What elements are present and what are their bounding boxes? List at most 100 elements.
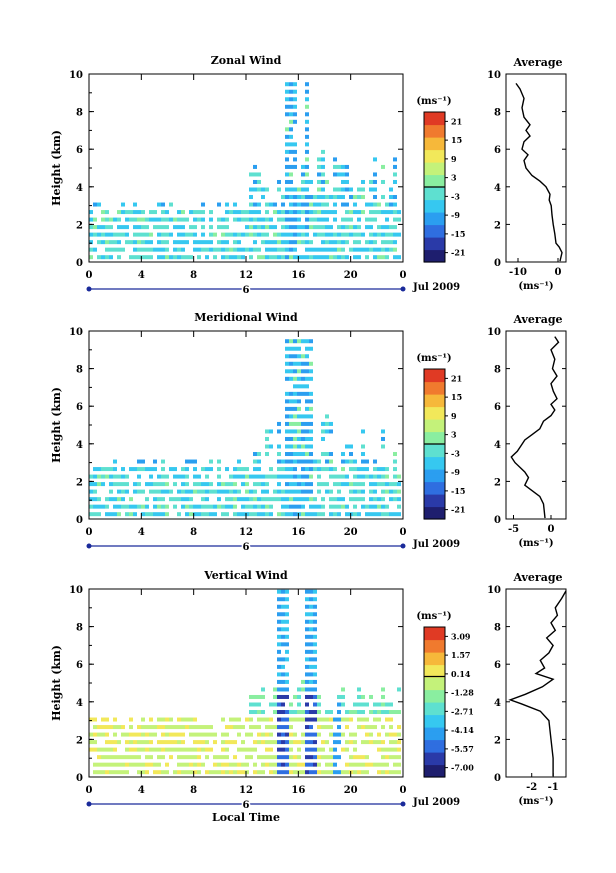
heatmap-cell: [305, 452, 309, 457]
y-tick-label: 2: [76, 220, 83, 231]
heatmap-cell: [277, 452, 281, 457]
heatmap-cell: [241, 217, 245, 222]
heatmap-cell: [277, 604, 281, 609]
heatmap-cell: [197, 512, 201, 517]
profile-y-tick-label: 6: [494, 660, 501, 671]
heatmap-cell: [357, 482, 361, 487]
colorbar-unit: (ms⁻¹): [416, 611, 451, 622]
colorbar-segment: [424, 456, 445, 462]
heatmap-cell: [293, 740, 297, 745]
heatmap-cell: [189, 489, 193, 494]
heatmap-cell: [113, 232, 117, 237]
heatmap-cell: [317, 247, 321, 252]
heatmap-cell: [189, 717, 193, 722]
heatmap-cell: [313, 210, 317, 215]
heatmap-cell: [385, 225, 389, 230]
heatmap-cell: [113, 740, 117, 745]
heatmap-cell: [313, 589, 317, 594]
heatmap-cell: [145, 747, 149, 752]
heatmap-cell: [229, 740, 233, 745]
heatmap-cell: [273, 687, 277, 692]
colorbar-tick-label: -15: [451, 229, 465, 239]
heatmap-cell: [197, 210, 201, 215]
heatmap-cell: [309, 399, 313, 404]
heatmap-cell: [269, 247, 273, 252]
heatmap-cell: [337, 755, 341, 760]
heatmap-cell: [361, 467, 365, 472]
heatmap-cell: [233, 232, 237, 237]
heatmap-cell: [221, 747, 225, 752]
heatmap-cell: [269, 755, 273, 760]
heatmap-cell: [373, 474, 377, 479]
heatmap-cell: [193, 459, 197, 464]
heatmap-cell: [389, 195, 393, 200]
heatmap-cell: [225, 467, 229, 472]
heatmap-cell: [309, 755, 313, 760]
heatmap-cell: [281, 694, 285, 699]
heatmap-cell: [353, 732, 357, 737]
heatmap-cell: [193, 247, 197, 252]
heatmap-cell: [313, 217, 317, 222]
heatmap-cell: [357, 725, 361, 730]
heatmap-cell: [173, 247, 177, 252]
heatmap-cell: [277, 619, 281, 624]
heatmap-cell: [241, 255, 245, 260]
heatmap-cell: [169, 740, 173, 745]
heatmap-cell: [313, 504, 317, 509]
colorbar-segment: [424, 627, 445, 632]
heatmap-cell: [269, 732, 273, 737]
heatmap-cell: [345, 740, 349, 745]
heatmap-cell: [237, 497, 241, 502]
heatmap-cell: [293, 467, 297, 472]
heatmap-cell: [129, 755, 133, 760]
heatmap-cell: [97, 497, 101, 502]
heatmap-cell: [185, 725, 189, 730]
heatmap-cell: [97, 202, 101, 207]
heatmap-cell: [185, 255, 189, 260]
heatmap-cell: [125, 217, 129, 222]
heatmap-cell: [353, 247, 357, 252]
heatmap-cell: [145, 247, 149, 252]
heatmap-cell: [189, 747, 193, 752]
heatmap-cell: [309, 467, 313, 472]
heatmap-cell: [281, 217, 285, 222]
heatmap-cell: [285, 225, 289, 230]
heatmap-cell: [333, 747, 337, 752]
heatmap-cell: [373, 217, 377, 222]
heatmap-cell: [345, 717, 349, 722]
heatmap-cell: [389, 232, 393, 237]
heatmap-cell: [301, 361, 305, 366]
heatmap-cell: [289, 762, 293, 767]
heatmap-cell: [285, 755, 289, 760]
colorbar-segment: [424, 212, 445, 217]
heatmap-cell: [349, 459, 353, 464]
heatmap-cell: [397, 512, 401, 517]
heatmap-cell: [313, 202, 317, 207]
heatmap-cell: [233, 482, 237, 487]
heatmap-cell: [345, 474, 349, 479]
heatmap-cell: [333, 187, 337, 192]
heatmap-cell: [305, 127, 309, 132]
heatmap-cell: [285, 710, 289, 715]
heatmap-cell: [105, 762, 109, 767]
heatmap-cell: [253, 232, 257, 237]
heatmap-cell: [245, 747, 249, 752]
heatmap-cell: [301, 172, 305, 177]
heatmap-cell: [389, 755, 393, 760]
heatmap-cell: [269, 725, 273, 730]
heatmap-cell: [357, 770, 361, 775]
heatmap-cell: [397, 770, 401, 775]
heatmap-cell: [297, 384, 301, 389]
heatmap-cell: [253, 202, 257, 207]
heatmap-cell: [365, 202, 369, 207]
heatmap-cell: [285, 474, 289, 479]
heatmap-cell: [137, 747, 141, 752]
heatmap-cell: [249, 717, 253, 722]
colorbar-segment: [424, 710, 445, 716]
heatmap-cell: [305, 89, 309, 94]
heatmap-cell: [309, 619, 313, 624]
heatmap-cell: [301, 512, 305, 517]
heatmap-cell: [341, 164, 345, 169]
heatmap-cell: [297, 504, 301, 509]
heatmap-cell: [285, 612, 289, 617]
